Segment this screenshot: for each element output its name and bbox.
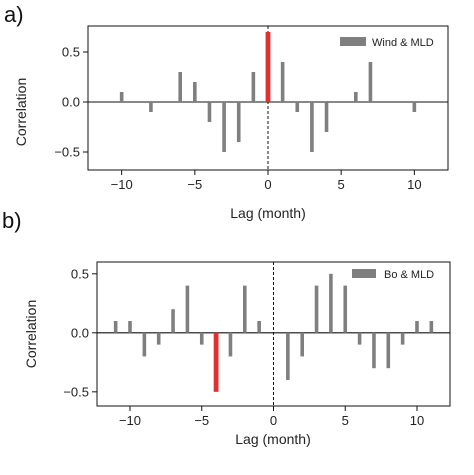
panel-b-bar bbox=[257, 321, 261, 333]
panel-b: b) Correlation Lag (month) Bo & MLD −10 −… bbox=[2, 208, 451, 447]
panel-b-bar bbox=[429, 321, 434, 333]
panel-b-bar bbox=[286, 332, 290, 381]
panel-a-xtick-label: 0 bbox=[264, 177, 271, 192]
panel-b-bar bbox=[243, 285, 247, 333]
panel-b-xtick-label: 5 bbox=[342, 413, 349, 428]
panel-a-bar bbox=[251, 72, 256, 102]
panel-a-xtick-label: 5 bbox=[338, 177, 345, 192]
panel-a-bar bbox=[119, 92, 124, 102]
panel-a-bar bbox=[149, 102, 153, 112]
panel-b-bar bbox=[128, 321, 132, 333]
panel-b-xlabel: Lag (month) bbox=[235, 431, 310, 447]
panel-a-ytick-label: −0.5 bbox=[54, 145, 80, 160]
panel-b-bar bbox=[199, 332, 204, 345]
panel-a-bar bbox=[236, 102, 241, 142]
panel-a-bar bbox=[222, 102, 226, 152]
panel-a-ylabel: Correlation bbox=[13, 78, 29, 146]
panel-b-xtick-label: −10 bbox=[119, 413, 141, 428]
panel-a-bar bbox=[207, 102, 212, 122]
panel-b-xtick-label: 0 bbox=[270, 413, 277, 428]
panel-b-ytick-label: 0.5 bbox=[71, 266, 89, 281]
panel-a-xlabel: Lag (month) bbox=[230, 205, 305, 221]
panel-b-bar bbox=[329, 273, 333, 333]
panel-b-legend-label: Bo & MLD bbox=[384, 269, 434, 281]
panel-a-bar bbox=[310, 102, 314, 152]
panel-a-xtick-label: −5 bbox=[187, 177, 202, 192]
panel-b-bar bbox=[228, 332, 233, 357]
panel-a-label: a) bbox=[4, 2, 24, 27]
panel-b-xtick-label: 10 bbox=[410, 413, 424, 428]
panel-a-ytick-label: 0.0 bbox=[62, 95, 80, 110]
panel-a-legend-label: Wind & MLD bbox=[372, 37, 434, 49]
panel-b-bar bbox=[415, 321, 419, 333]
panel-b-bar bbox=[213, 332, 219, 392]
panel-b-bar bbox=[357, 332, 362, 345]
panel-b-legend: Bo & MLD bbox=[352, 269, 434, 281]
panel-a-ytick-label: 0.5 bbox=[62, 45, 80, 60]
panel-b-bar bbox=[386, 332, 391, 369]
panel-b-ylabel: Correlation bbox=[23, 300, 39, 368]
panel-b-bar bbox=[300, 332, 304, 357]
panel-a: a) Correlation Lag (month) Wind & MLD −1… bbox=[4, 2, 449, 221]
panel-a-bar bbox=[178, 72, 182, 102]
panel-a-bar bbox=[193, 82, 197, 102]
panel-a-bar bbox=[280, 62, 285, 102]
panel-a-legend-swatch bbox=[340, 37, 366, 46]
panel-a-bar bbox=[412, 102, 417, 112]
panel-a-xtick-label: 10 bbox=[407, 177, 421, 192]
panel-a-bar bbox=[368, 62, 373, 102]
panel-b-bar bbox=[372, 332, 376, 369]
panel-a-bar bbox=[354, 92, 358, 102]
panel-a-xtick-label: −10 bbox=[111, 177, 133, 192]
panel-b-label: b) bbox=[2, 208, 22, 233]
panel-b-bar bbox=[343, 285, 348, 333]
panel-a-bar bbox=[265, 32, 271, 102]
panel-a-bar bbox=[324, 102, 329, 132]
panel-b-bar bbox=[156, 332, 161, 345]
panel-b-bar bbox=[314, 285, 319, 333]
panel-b-bar bbox=[113, 321, 118, 333]
panel-b-bar bbox=[171, 309, 175, 333]
panel-b-bar bbox=[400, 332, 405, 345]
panel-b-bar bbox=[185, 285, 190, 333]
panel-b-ytick-label: −0.5 bbox=[63, 384, 89, 399]
panel-b-ytick-label: 0.0 bbox=[71, 325, 89, 340]
panel-b-legend-swatch bbox=[352, 269, 376, 278]
panel-a-bar bbox=[295, 102, 300, 112]
panel-b-xtick-label: −5 bbox=[194, 413, 209, 428]
panel-b-bar bbox=[142, 332, 147, 357]
panel-a-legend: Wind & MLD bbox=[340, 37, 434, 49]
